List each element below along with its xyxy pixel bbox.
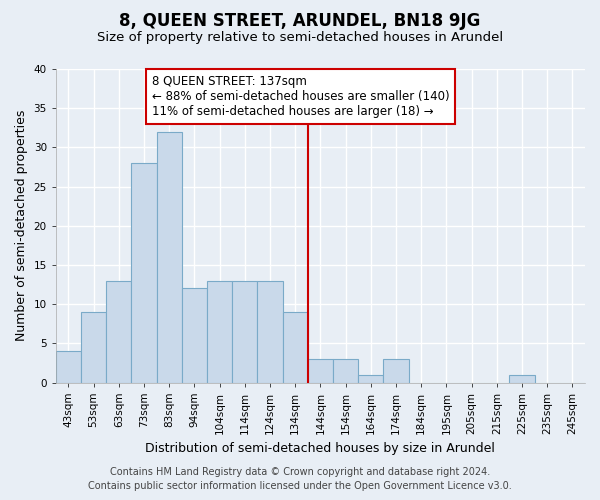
Text: 8 QUEEN STREET: 137sqm
← 88% of semi-detached houses are smaller (140)
11% of se: 8 QUEEN STREET: 137sqm ← 88% of semi-det… <box>152 76 449 118</box>
Bar <box>106 280 131 382</box>
Bar <box>308 359 333 382</box>
Bar <box>207 280 232 382</box>
X-axis label: Distribution of semi-detached houses by size in Arundel: Distribution of semi-detached houses by … <box>145 442 496 455</box>
Text: 8, QUEEN STREET, ARUNDEL, BN18 9JG: 8, QUEEN STREET, ARUNDEL, BN18 9JG <box>119 12 481 30</box>
Bar <box>509 374 535 382</box>
Bar <box>383 359 409 382</box>
Bar <box>333 359 358 382</box>
Bar <box>257 280 283 382</box>
Bar <box>157 132 182 382</box>
Y-axis label: Number of semi-detached properties: Number of semi-detached properties <box>15 110 28 342</box>
Bar <box>232 280 257 382</box>
Bar <box>81 312 106 382</box>
Bar <box>358 374 383 382</box>
Bar <box>283 312 308 382</box>
Bar <box>131 163 157 382</box>
Text: Size of property relative to semi-detached houses in Arundel: Size of property relative to semi-detach… <box>97 31 503 44</box>
Bar <box>182 288 207 382</box>
Text: Contains HM Land Registry data © Crown copyright and database right 2024.
Contai: Contains HM Land Registry data © Crown c… <box>88 467 512 491</box>
Bar <box>56 351 81 382</box>
